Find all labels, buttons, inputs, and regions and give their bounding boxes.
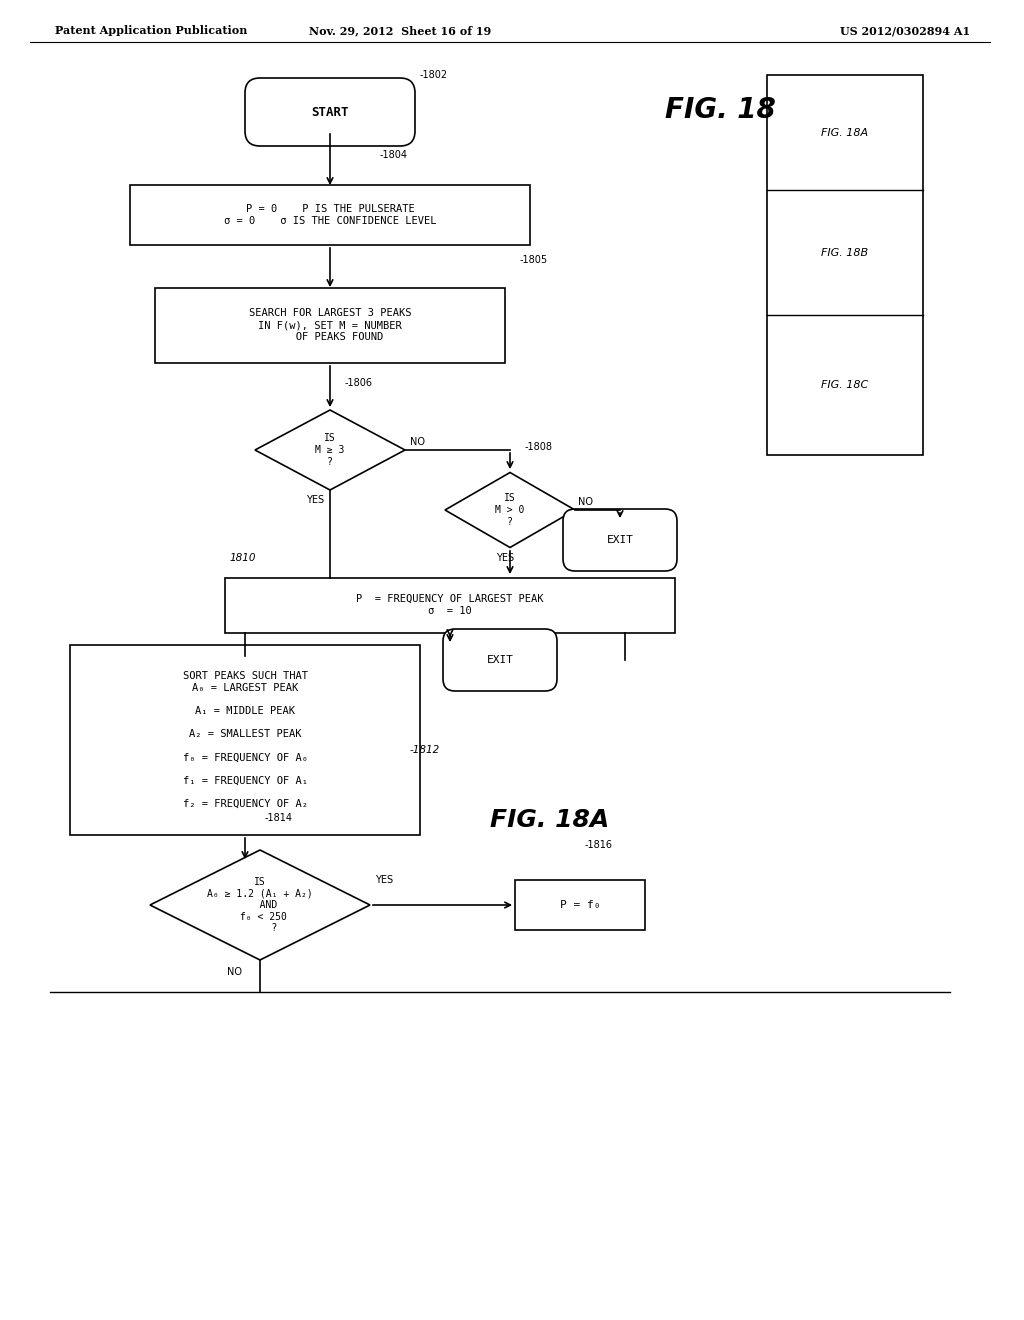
Text: -1808: -1808 <box>525 442 553 451</box>
Text: FIG. 18B: FIG. 18B <box>821 248 868 257</box>
Bar <box>70 645 420 836</box>
Text: FIG. 18: FIG. 18 <box>665 96 775 124</box>
Text: Patent Application Publication: Patent Application Publication <box>55 25 248 36</box>
Text: NO: NO <box>578 498 593 507</box>
Bar <box>768 75 923 455</box>
Text: NO: NO <box>410 437 425 447</box>
Text: Nov. 29, 2012  Sheet 16 of 19: Nov. 29, 2012 Sheet 16 of 19 <box>309 25 492 36</box>
Polygon shape <box>150 850 370 960</box>
Text: -1802: -1802 <box>420 70 449 81</box>
Text: IS
M > 0
?: IS M > 0 ? <box>496 494 524 527</box>
Text: US 2012/0302894 A1: US 2012/0302894 A1 <box>840 25 970 36</box>
FancyBboxPatch shape <box>245 78 415 147</box>
Text: SORT PEAKS SUCH THAT
A₀ = LARGEST PEAK

A₁ = MIDDLE PEAK

A₂ = SMALLEST PEAK

f₀: SORT PEAKS SUCH THAT A₀ = LARGEST PEAK A… <box>182 671 307 809</box>
Text: YES: YES <box>496 553 514 564</box>
Text: -1812: -1812 <box>410 744 440 755</box>
Bar <box>515 880 645 931</box>
Text: -1816: -1816 <box>585 840 613 850</box>
Text: FIG. 18A: FIG. 18A <box>821 128 868 137</box>
Bar <box>130 185 530 246</box>
Text: EXIT: EXIT <box>486 655 513 665</box>
Text: FIG. 18C: FIG. 18C <box>821 380 868 389</box>
Text: FIG. 18A: FIG. 18A <box>490 808 609 832</box>
Text: -1804: -1804 <box>380 150 408 160</box>
Text: SEARCH FOR LARGEST 3 PEAKS
IN F(w), SET M = NUMBER
   OF PEAKS FOUND: SEARCH FOR LARGEST 3 PEAKS IN F(w), SET … <box>249 309 412 342</box>
Bar <box>155 288 505 363</box>
Text: 1810: 1810 <box>230 553 256 564</box>
Text: -1805: -1805 <box>520 255 548 265</box>
Text: YES: YES <box>306 495 324 506</box>
Text: IS
A₀ ≥ 1.2 (A₁ + A₂)
   AND
 f₀ < 250
     ?: IS A₀ ≥ 1.2 (A₁ + A₂) AND f₀ < 250 ? <box>207 876 313 933</box>
Polygon shape <box>255 411 406 490</box>
Text: -1814: -1814 <box>265 813 293 822</box>
Text: P = f₀: P = f₀ <box>560 900 600 909</box>
FancyBboxPatch shape <box>443 630 557 690</box>
Text: P  = FREQUENCY OF LARGEST PEAK
σ  = 10: P = FREQUENCY OF LARGEST PEAK σ = 10 <box>356 594 544 616</box>
Text: YES: YES <box>375 875 393 884</box>
Polygon shape <box>445 473 575 548</box>
Text: START: START <box>311 106 349 119</box>
Text: P = 0    P IS THE PULSERATE
σ = 0    σ IS THE CONFIDENCE LEVEL: P = 0 P IS THE PULSERATE σ = 0 σ IS THE … <box>224 205 436 226</box>
Text: NO: NO <box>227 968 243 977</box>
Bar <box>225 578 675 632</box>
FancyBboxPatch shape <box>563 510 677 572</box>
Text: EXIT: EXIT <box>606 535 634 545</box>
Text: IS
M ≥ 3
?: IS M ≥ 3 ? <box>315 433 345 466</box>
Text: -1806: -1806 <box>345 378 373 388</box>
